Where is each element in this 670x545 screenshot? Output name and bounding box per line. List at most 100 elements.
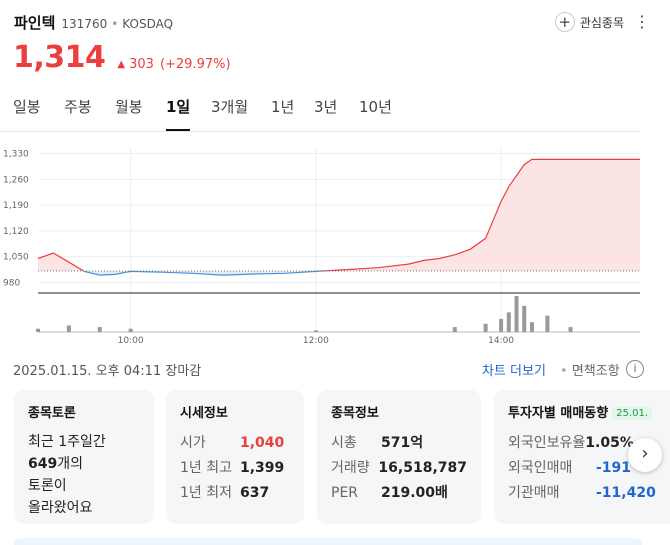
- x-tick-label: 12:00: [303, 336, 329, 346]
- stock-info-row: 거래량 16,518,787: [331, 456, 467, 481]
- price-row: 1,314 ▲ 303 (+29.97%): [13, 40, 231, 75]
- investor-trend-label: 투자자별 매매동향: [508, 406, 609, 421]
- y-tick-label: 980: [3, 278, 20, 288]
- tab-1year[interactable]: 1년: [271, 98, 295, 116]
- price-area-down: [38, 271, 640, 276]
- investor-row: 외국인보유율 1.05%: [508, 431, 656, 456]
- volume-bar: [529, 322, 534, 332]
- volume-bar: [522, 305, 527, 332]
- discussion-text: 최근 1주일간 649개의 토론이 올라왔어요: [28, 431, 140, 519]
- stock-code: 131760: [61, 17, 108, 31]
- discussion-card[interactable]: 종목토론 최근 1주일간 649개의 토론이 올라왔어요: [14, 390, 154, 524]
- volume-label: 거래량: [331, 460, 370, 476]
- favorite-label: 관심종목: [579, 15, 624, 30]
- x-tick-label: 10:00: [118, 336, 144, 346]
- disclaimer-link[interactable]: • 면책조항: [560, 364, 620, 379]
- discussion-line1: 최근 1주일간: [28, 434, 106, 450]
- tab-monthly[interactable]: 월봉: [115, 98, 143, 116]
- price-line-up: [37, 158, 640, 272]
- y-tick-label: 1,190: [3, 201, 29, 211]
- stock-info-row: 시총 571억: [331, 431, 467, 456]
- year-low-label: 1년 최저: [180, 485, 232, 501]
- volume-bar: [97, 327, 102, 332]
- market-info-row: 시가 1,040: [180, 431, 290, 456]
- period-tabs: 일봉 주봉 월봉 1일 3개월 1년 3년 10년: [0, 92, 640, 132]
- market-name: KOSDAQ: [122, 17, 174, 31]
- volume-bar: [545, 315, 550, 332]
- as-of-datetime: 2025.01.15. 오후 04:11: [13, 364, 162, 379]
- tab-3month[interactable]: 3개월: [211, 98, 249, 116]
- market-cap-label: 시총: [331, 435, 357, 451]
- price-change: ▲ 303 (+29.97%): [117, 57, 230, 72]
- price-line-down: [82, 271, 333, 276]
- add-favorite-button[interactable]: + 관심종목: [554, 12, 624, 32]
- discussion-line2: 개의: [57, 456, 83, 472]
- y-tick-label: 1,050: [3, 253, 29, 263]
- stock-info-title: 종목정보: [331, 406, 379, 421]
- volume-bar: [499, 318, 504, 332]
- market-status: 2025.01.15. 오후 04:11 장마감: [13, 360, 201, 379]
- open-value: 1,040: [240, 435, 285, 451]
- foreign-trade-value: -191: [596, 460, 632, 476]
- market-info-row: 1년 최저 637: [180, 481, 290, 506]
- tab-3year[interactable]: 3년: [314, 98, 338, 116]
- stock-name: 파인텍: [14, 14, 56, 32]
- disclaimer-label: 면책조항: [571, 364, 620, 379]
- foreign-ownership-value: 1.05%: [585, 435, 634, 451]
- separator-dot: •: [111, 17, 119, 31]
- stock-header: 파인텍 131760 • KOSDAQ: [14, 12, 173, 33]
- tab-weekly[interactable]: 주봉: [64, 98, 92, 116]
- tab-daily[interactable]: 일봉: [13, 98, 41, 116]
- x-tick-label: 14:00: [488, 336, 514, 346]
- stock-info-card[interactable]: 종목정보 시총 571억 거래량 16,518,787 PER 219.00배: [317, 390, 481, 524]
- price-area-up: [38, 159, 640, 272]
- change-percent: (+29.97%): [159, 57, 231, 72]
- more-chart-link[interactable]: 차트 더보기: [482, 364, 546, 379]
- year-high-label: 1년 최고: [180, 460, 232, 476]
- y-tick-label: 1,260: [3, 175, 29, 185]
- open-label: 시가: [180, 435, 206, 451]
- plus-icon: +: [554, 12, 575, 32]
- bottom-banner: [14, 538, 642, 545]
- more-options-icon[interactable]: ⋮: [634, 12, 650, 31]
- per-label: PER: [331, 485, 359, 501]
- y-tick-label: 1,120: [3, 227, 29, 237]
- intraday-price-chart[interactable]: 1,330 1,260 1,190 1,120 1,050 980 10:00 12:00 14…: [0, 140, 650, 350]
- volume-bar: [128, 328, 133, 332]
- market-cap-value: 571억: [381, 435, 424, 451]
- y-tick-label: 1,330: [3, 150, 29, 160]
- tab-10year[interactable]: 10년: [359, 98, 392, 116]
- volume-bar: [36, 328, 40, 332]
- year-high-value: 1,399: [240, 460, 285, 476]
- next-card-button[interactable]: ›: [628, 438, 662, 472]
- current-price: 1,314: [13, 40, 106, 75]
- change-amount: 303: [129, 57, 154, 72]
- investor-trend-title: 투자자별 매매동향 25.01.: [508, 402, 656, 421]
- market-info-title: 시세정보: [180, 406, 228, 421]
- market-info-row: 1년 최고 1,399: [180, 456, 290, 481]
- market-info-card[interactable]: 시세정보 시가 1,040 1년 최고 1,399 1년 최저 637: [166, 390, 304, 524]
- foreign-ownership-label: 외국인보유율: [508, 435, 586, 451]
- volume-bar: [452, 327, 457, 332]
- stock-info-row: PER 219.00배: [331, 481, 467, 506]
- volume-bar: [514, 296, 519, 332]
- tab-1day[interactable]: 1일: [166, 96, 191, 131]
- up-arrow-icon: ▲: [117, 59, 126, 70]
- institution-trade-value: -11,420: [596, 485, 656, 501]
- discussion-count: 649: [28, 456, 58, 472]
- year-low-value: 637: [240, 485, 270, 501]
- foreign-trade-label: 외국인매매: [508, 460, 573, 476]
- discussion-title: 종목토론: [28, 406, 76, 421]
- institution-trade-label: 기관매매: [508, 485, 560, 501]
- discussion-line3: 토론이: [28, 478, 67, 494]
- date-badge: 25.01.: [612, 407, 653, 420]
- volume-bar: [66, 325, 71, 332]
- volume-bar: [483, 323, 488, 332]
- per-value: 219.00배: [381, 485, 448, 501]
- volume-value: 16,518,787: [378, 460, 467, 476]
- investor-row: 외국인매매 -191: [508, 456, 656, 481]
- volume-bar: [568, 327, 573, 332]
- info-icon[interactable]: i: [626, 360, 644, 378]
- discussion-line4: 올라왔어요: [28, 500, 93, 516]
- volume-bar: [506, 312, 511, 332]
